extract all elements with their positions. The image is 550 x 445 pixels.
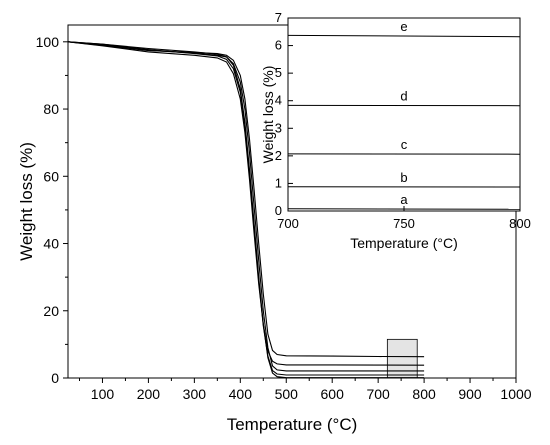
main-x-tick-label: 500 bbox=[275, 386, 299, 402]
main-x-axis: 100 200 300 400 500 600 700 800 900 1000 bbox=[78, 378, 532, 402]
main-x-tick-label: 800 bbox=[412, 386, 436, 402]
inset-y-tick-label: 2 bbox=[275, 148, 282, 163]
inset-y-tick-label: 1 bbox=[275, 175, 282, 190]
curve-label-c: c bbox=[401, 137, 408, 152]
inset-background bbox=[288, 18, 520, 211]
curve-label-d: d bbox=[400, 89, 407, 104]
curve-label-b: b bbox=[400, 170, 407, 185]
main-x-tick-label: 600 bbox=[321, 386, 345, 402]
inset-y-axis-title: Weight loss (%) bbox=[260, 66, 276, 164]
inset-x-tick-label: 750 bbox=[393, 216, 415, 231]
inset-x-tick-label: 800 bbox=[509, 216, 531, 231]
main-y-tick-label: 60 bbox=[43, 168, 59, 184]
main-y-axis: 0 20 40 60 80 100 bbox=[36, 34, 68, 386]
inset-plot: ab c d e 700 750 800 0 1 2 3 4 5 6 7 Temperature (°C… bbox=[260, 10, 531, 251]
inset-series-line-e bbox=[287, 34, 521, 38]
main-x-tick-label: 700 bbox=[366, 386, 390, 402]
inset-y-tick-label: 0 bbox=[275, 203, 282, 218]
main-series-line-5 bbox=[67, 41, 425, 358]
curve-label-a: a bbox=[400, 192, 408, 207]
main-x-tick-label: 300 bbox=[183, 386, 207, 402]
main-x-tick-label: 200 bbox=[137, 386, 161, 402]
inset-y-axis: 0 1 2 3 4 5 6 7 bbox=[275, 10, 293, 218]
main-x-tick-label: 1000 bbox=[500, 386, 531, 402]
inset-y-tick-label: 7 bbox=[275, 10, 282, 25]
main-x-tick-label: 900 bbox=[458, 386, 482, 402]
inset-x-axis-title: Temperature (°C) bbox=[350, 235, 458, 251]
main-y-tick-label: 0 bbox=[51, 370, 59, 386]
curve-label-e: e bbox=[400, 19, 407, 34]
main-series-line-4 bbox=[67, 41, 425, 366]
main-y-axis-title: Weight loss (%) bbox=[17, 142, 36, 261]
main-y-tick-label: 80 bbox=[43, 101, 59, 117]
inset-y-tick-label: 6 bbox=[275, 38, 282, 53]
inset-x-axis: 700 750 800 bbox=[277, 206, 531, 231]
main-x-tick-label: 400 bbox=[229, 386, 253, 402]
highlight-region bbox=[386, 338, 418, 379]
main-y-tick-label: 40 bbox=[43, 236, 59, 252]
inset-y-tick-label: 3 bbox=[275, 120, 282, 135]
main-x-axis-title: Temperature (°C) bbox=[227, 415, 358, 434]
inset-x-tick-label: 700 bbox=[277, 216, 299, 231]
main-x-tick-label: 100 bbox=[91, 386, 115, 402]
main-series-line-3 bbox=[67, 41, 425, 372]
main-y-tick-label: 100 bbox=[36, 34, 60, 50]
inset-y-tick-label: 4 bbox=[275, 93, 282, 108]
main-y-tick-label: 20 bbox=[43, 303, 59, 319]
inset-y-tick-label: 5 bbox=[275, 65, 282, 80]
